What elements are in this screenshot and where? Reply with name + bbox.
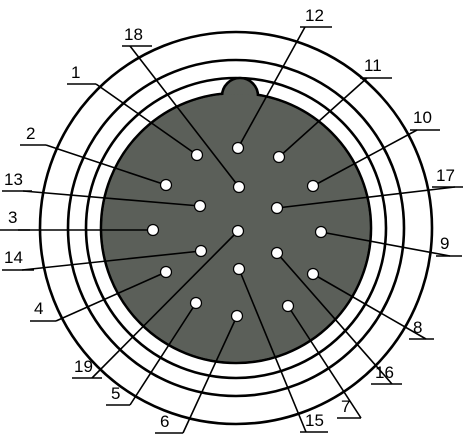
pin-holes [146,141,328,323]
leader-line-pin-9 [320,231,451,257]
pin-hole-7 [281,299,295,313]
outer-ring [38,30,434,426]
leader-line-pin-6 [182,315,238,434]
leader-line-pin-5 [129,302,197,406]
pin-hole-2 [159,178,173,192]
pin-hole-14 [194,244,208,258]
pin-label-2: 2 [26,124,35,143]
pin-hole-12 [231,141,245,155]
pin-hole-10 [306,179,320,193]
leader-line-pin-19 [91,230,239,379]
leader-line-pin-10 [312,129,418,187]
leader-line-pin-15 [238,268,307,433]
leader-line-pin-8 [312,273,427,340]
pin-hole-15 [232,262,246,276]
leader-lines [0,26,463,434]
pin-label-10: 10 [413,108,432,127]
pin-hole-13 [193,199,207,213]
leader-line-pin-4 [55,271,167,322]
pin-label-14: 14 [4,248,23,267]
pin-label-15: 15 [305,411,324,430]
pin-hole-16 [270,246,284,260]
leader-line-pin-2 [45,144,167,186]
pin-label-19: 19 [74,357,93,376]
pin-hole-3 [146,223,160,237]
pin-label-18: 18 [124,25,143,44]
leader-line-pin-7 [287,305,362,419]
pin-label-3: 3 [8,208,17,227]
pin-label-17: 17 [436,166,455,185]
pin-label-4: 4 [34,299,43,318]
leader-line-pin-12 [237,26,306,149]
pin-label-9: 9 [440,234,449,253]
pin-hole-6 [230,309,244,323]
pin-label-13: 13 [4,170,23,189]
pin-hole-9 [314,225,328,239]
pin-label-16: 16 [375,363,394,382]
pin-label-8: 8 [413,318,422,337]
pin-hole-5 [189,296,203,310]
pin-label-5: 5 [111,384,120,403]
leader-line-pin-18 [129,45,240,188]
pin-label-12: 12 [305,6,324,25]
pin-label-1: 1 [71,63,80,82]
pin-hole-17 [270,201,284,215]
pin-hole-11 [272,150,286,164]
leader-line-pin-1 [95,83,198,156]
pin-hole-8 [306,267,320,281]
leader-line-pin-16 [276,252,393,385]
leader-line-pin-13 [22,190,201,207]
pin-hole-4 [159,265,173,279]
pin-label-7: 7 [341,397,350,416]
leader-line-pin-14 [21,250,202,271]
pin-hole-1 [190,148,204,162]
middle-ring [66,58,406,398]
pin-label-11: 11 [364,56,382,75]
pin-label-6: 6 [160,412,169,431]
pin-hole-19 [231,224,245,238]
pin-hole-18 [232,180,246,194]
leader-line-pin-17 [276,186,456,209]
leader-line-pin-11 [278,77,368,158]
